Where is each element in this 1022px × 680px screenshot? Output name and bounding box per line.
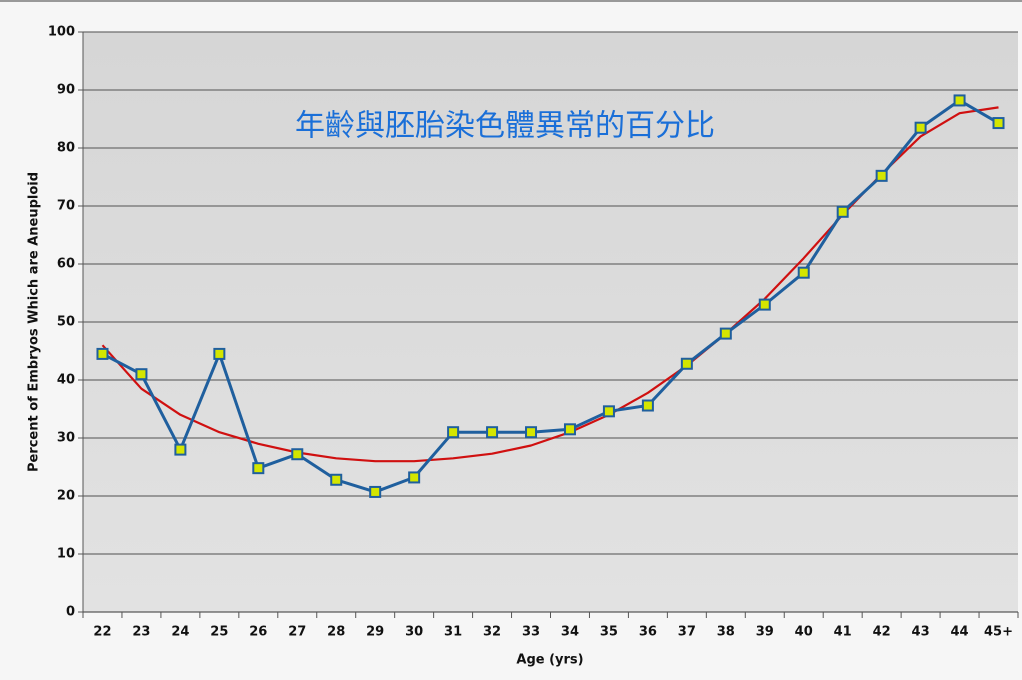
x-tick-label: 22	[93, 625, 111, 640]
trend-line	[101, 106, 999, 463]
data-point	[953, 94, 966, 107]
x-tick-label: 39	[756, 625, 774, 640]
x-tick-label: 40	[795, 625, 813, 640]
x-tick-label: 31	[444, 625, 462, 640]
data-point	[797, 266, 810, 279]
y-tick-label: 70	[57, 199, 75, 214]
data-point	[447, 426, 460, 439]
y-tick-label: 0	[66, 605, 75, 620]
y-tick-label: 100	[48, 25, 75, 40]
x-tick-label: 45+	[984, 625, 1013, 640]
y-axis-label: Percent of Embryos Which are Aneuploid	[27, 172, 42, 472]
data-point	[213, 347, 226, 360]
data-point	[174, 443, 187, 456]
data-point	[330, 473, 343, 486]
x-tick-label: 23	[132, 625, 150, 640]
data-point	[408, 471, 421, 484]
data-point	[758, 298, 771, 311]
y-tick-label: 90	[57, 83, 75, 98]
data-point	[486, 426, 499, 439]
x-tick-label: 29	[366, 625, 384, 640]
chart-title: 年齡與胚胎染色體異常的百分比	[295, 109, 715, 144]
x-tick-label: 38	[717, 625, 735, 640]
x-tick-label: 26	[249, 625, 267, 640]
data-point	[680, 357, 693, 370]
x-tick-label: 32	[483, 625, 501, 640]
data-point	[96, 347, 109, 360]
x-tick-label: 43	[912, 625, 930, 640]
x-tick-label: 33	[522, 625, 540, 640]
data-point	[135, 368, 148, 381]
y-tick-label: 10	[57, 547, 75, 562]
data-point	[563, 423, 576, 436]
data-point	[914, 121, 927, 134]
x-tick-label: 41	[834, 625, 852, 640]
data-point	[369, 485, 382, 498]
y-tick-label: 20	[57, 489, 75, 504]
x-tick-label: 34	[561, 625, 579, 640]
data-point	[252, 462, 265, 475]
data-point	[719, 327, 732, 340]
data-point	[875, 169, 888, 182]
data-point	[291, 448, 304, 461]
data-point	[525, 426, 538, 439]
x-tick-label: 37	[678, 625, 696, 640]
x-tick-label: 35	[600, 625, 618, 640]
data-point	[836, 205, 849, 218]
x-tick-label: 36	[639, 625, 657, 640]
y-tick-label: 30	[57, 431, 75, 446]
x-tick-label: 25	[210, 625, 228, 640]
x-tick-label: 28	[327, 625, 345, 640]
x-tick-label: 27	[288, 625, 306, 640]
x-axis-label: Age (yrs)	[516, 653, 583, 668]
x-tick-label: 44	[951, 625, 969, 640]
y-tick-label: 60	[57, 257, 75, 272]
data-line	[101, 98, 1000, 494]
data-point	[992, 117, 1005, 130]
y-tick-label: 50	[57, 315, 75, 330]
y-tick-label: 40	[57, 373, 75, 388]
x-tick-label: 24	[171, 625, 189, 640]
data-point	[602, 405, 615, 418]
y-tick-label: 80	[57, 141, 75, 156]
x-tick-label: 30	[405, 625, 423, 640]
data-point	[641, 399, 654, 412]
x-tick-label: 42	[873, 625, 891, 640]
